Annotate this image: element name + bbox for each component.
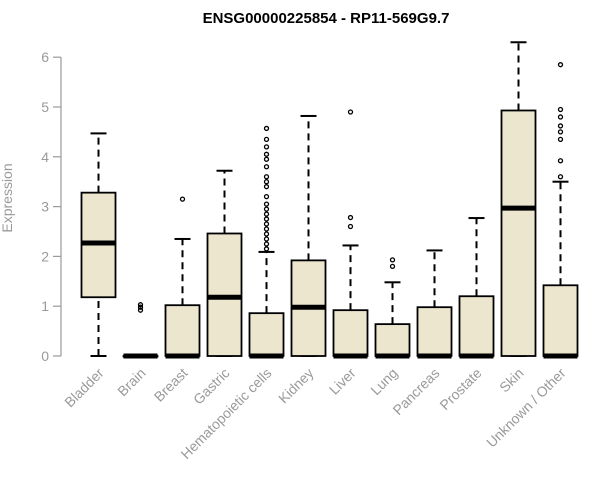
x-tick-label: Lung [367,365,400,398]
outlier-point [263,164,270,170]
iqr-box [416,306,453,357]
outlier-point [263,231,270,237]
outlier-point [263,136,270,143]
outlier-point [263,221,270,227]
box-prostate [458,217,495,359]
outlier-point [263,144,270,150]
iqr-box [332,309,369,357]
box-gastric [206,169,243,357]
box-pancreas [416,249,453,359]
iqr-box [164,304,201,357]
outlier-point [347,109,354,115]
box-hematopoietic-cells [248,125,285,359]
outlier-point [557,123,564,129]
x-tick-label: Brain [114,365,148,399]
outlier-point [263,201,270,207]
chart-title: ENSG00000225854 - RP11-569G9.7 [203,10,450,27]
y-tick-label: 0 [41,348,49,364]
box-kidney [290,114,327,357]
outlier-point [557,158,564,164]
outlier-point [263,184,270,190]
x-tick-label: Kidney [275,365,317,407]
box-skin [500,41,537,357]
x-tick-label: Unknown / Other [483,365,569,451]
y-tick-label: 4 [41,149,49,165]
outlier-point [263,174,270,180]
outlier-point [263,211,270,217]
outlier-point [263,226,270,232]
outlier-point [137,302,144,308]
y-tick-label: 2 [41,248,49,264]
iqr-box [542,284,579,357]
boxes [80,41,579,359]
outlier-point [347,214,354,221]
outlier-point [557,114,564,120]
outlier-point [263,241,270,247]
y-tick-label: 5 [41,99,49,115]
outlier-point [263,156,270,162]
outlier-point [263,236,270,242]
x-tick-label: Breast [151,365,191,405]
x-tick-label: Prostate [436,365,484,413]
outlier-point [557,62,564,68]
iqr-box [374,323,411,357]
y-tick-label: 6 [41,49,49,65]
y-axis-label: Expression [0,163,15,232]
y-tick-label: 3 [41,199,49,215]
outlier-point [137,304,144,310]
iqr-box [500,109,537,357]
iqr-box [248,312,285,357]
outlier-point [557,174,564,180]
axes: 0 1 2 3 4 5 6 [41,49,62,364]
outlier-point [557,106,564,113]
outlier-point [389,263,396,270]
y-tick-label: 1 [41,298,49,314]
outlier-point [263,206,270,212]
x-tick-label: Pancreas [389,365,442,418]
outlier-point [263,179,270,185]
outlier-point [137,307,144,313]
outlier-point [557,129,564,135]
outlier-point [389,257,396,263]
box-lung [374,257,411,359]
x-tick-label: Bladder [61,365,107,411]
box-brain [122,302,159,359]
box-liver [332,109,369,359]
x-tick-label: Liver [326,365,359,398]
iqr-box [458,295,495,357]
outlier-point [557,136,564,143]
outlier-point [179,196,186,202]
box-breast [164,196,201,359]
outlier-point [263,216,270,222]
x-tick-label: Skin [496,365,527,396]
box-bladder [80,132,117,357]
outlier-point [263,151,270,157]
outlier-point [263,193,270,200]
outlier-point [263,246,270,252]
outlier-point [263,125,270,132]
box-unknown-other [542,62,579,359]
outlier-point [347,223,354,230]
